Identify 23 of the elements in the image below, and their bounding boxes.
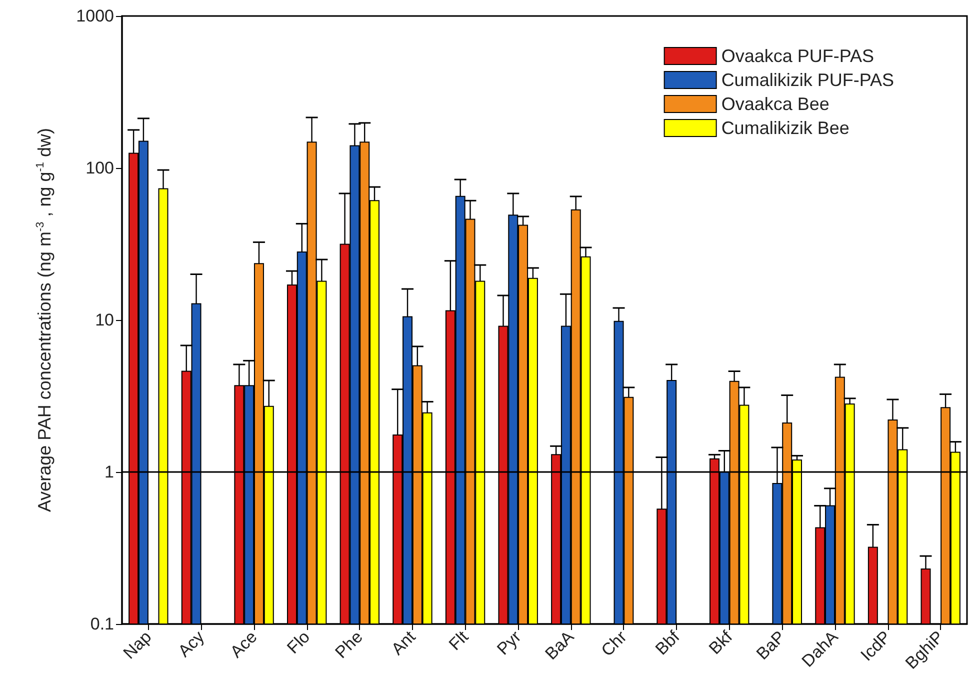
legend-label: Cumalikizik Bee [721,118,850,138]
x-tick-label: Bkf [705,627,736,658]
x-tick-label: Pyr [493,627,526,659]
y-tick-label: 1000 [76,6,114,26]
legend-label: Cumalikizik PUF-PAS [721,70,894,90]
x-tick-label: Nap [120,627,156,663]
x-tick-label: BaP [752,627,789,664]
y-tick-label: 100 [86,158,114,178]
x-tick-label: Bbf [652,627,684,659]
x-tick-label: Ant [388,627,420,659]
x-tick-label: Flo [283,627,314,658]
x-tick-label: Flt [445,627,472,654]
x-tick-label: Phe [332,627,366,662]
y-tick-label: 10 [95,310,114,330]
legend-label: Ovaakca PUF-PAS [721,46,874,66]
x-tick-label: Chr [598,627,631,660]
legend-label: Ovaakca Bee [721,94,830,114]
y-tick-label: 0.1 [90,614,114,634]
y-axis-title: Average PAH concentrations (ng m-3 , ng g-1 dw) [34,128,54,512]
x-tick-label: Ace [226,627,261,662]
x-tick-label: Acy [174,626,208,661]
x-tick-label: BaA [541,626,578,664]
y-tick-label: 1 [104,462,114,482]
